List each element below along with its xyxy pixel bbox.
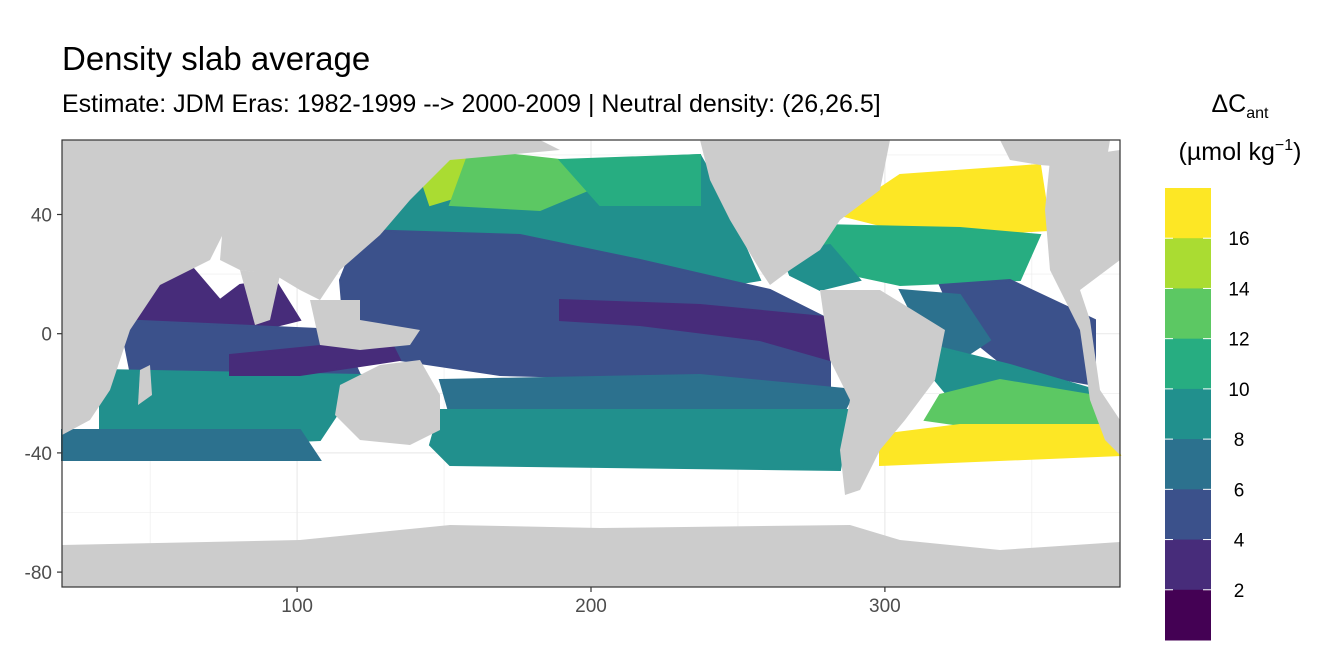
x-tick-label: 200 [575, 596, 607, 617]
y-tick-label: 0 [41, 325, 52, 346]
landmass-africa-west [62, 140, 240, 435]
legend-bin [1165, 388, 1211, 440]
landmass-south-america [820, 290, 945, 495]
region-indian-sw [61, 429, 322, 461]
landmass-madagascar [138, 365, 152, 405]
legend-label: 10 [1228, 380, 1249, 401]
legend-bin [1165, 338, 1211, 390]
legend-title: ΔCant [1211, 90, 1269, 122]
legend-label: 8 [1234, 430, 1245, 451]
region-bering [557, 153, 701, 206]
legend-label: 16 [1228, 229, 1249, 250]
legend-bin [1165, 288, 1211, 340]
legend-label: 6 [1234, 480, 1245, 501]
legend-bin [1165, 539, 1211, 591]
x-tick-label: 100 [281, 596, 313, 617]
region-nw-pacific [448, 148, 603, 212]
landmass-indonesia [310, 300, 420, 350]
region-southern-pacific-band [428, 409, 852, 472]
x-tick-label: 300 [869, 596, 901, 617]
region-pacific-equatorial [559, 298, 837, 362]
legend-label: 14 [1228, 279, 1250, 300]
landmass-australia [335, 360, 440, 445]
legend-bin [1165, 188, 1211, 239]
legend-label: 2 [1234, 581, 1245, 602]
landmass-india [240, 270, 280, 325]
landmass-asia [220, 140, 560, 300]
legend: ΔCant (µmol kg−1) 16 14 12 10 8 6 4 2 [1165, 90, 1301, 641]
legend-label: 4 [1234, 531, 1245, 552]
legend-bin [1165, 489, 1211, 541]
y-tick-label: -80 [25, 563, 52, 584]
chart-subtitle: Estimate: JDM Eras: 1982-1999 --> 2000-2… [62, 90, 881, 118]
legend-units: (µmol kg−1) [1179, 137, 1302, 166]
landmass-north-america [700, 140, 890, 285]
chart-title: Density slab average [62, 40, 371, 77]
legend-colorbar [1165, 188, 1211, 641]
landmass-europe-africa-east [1045, 150, 1120, 455]
legend-bin [1165, 589, 1211, 641]
land-masses [62, 140, 1120, 587]
legend-bin [1165, 439, 1211, 490]
legend-bin [1165, 238, 1211, 289]
landmass-antarctica [62, 525, 1120, 587]
ocean-field [61, 148, 1122, 472]
y-tick-label: 40 [31, 206, 52, 227]
legend-label: 12 [1228, 330, 1249, 351]
y-tick-label: -40 [25, 444, 52, 465]
legend-labels: 16 14 12 10 8 6 4 2 [1165, 229, 1250, 602]
